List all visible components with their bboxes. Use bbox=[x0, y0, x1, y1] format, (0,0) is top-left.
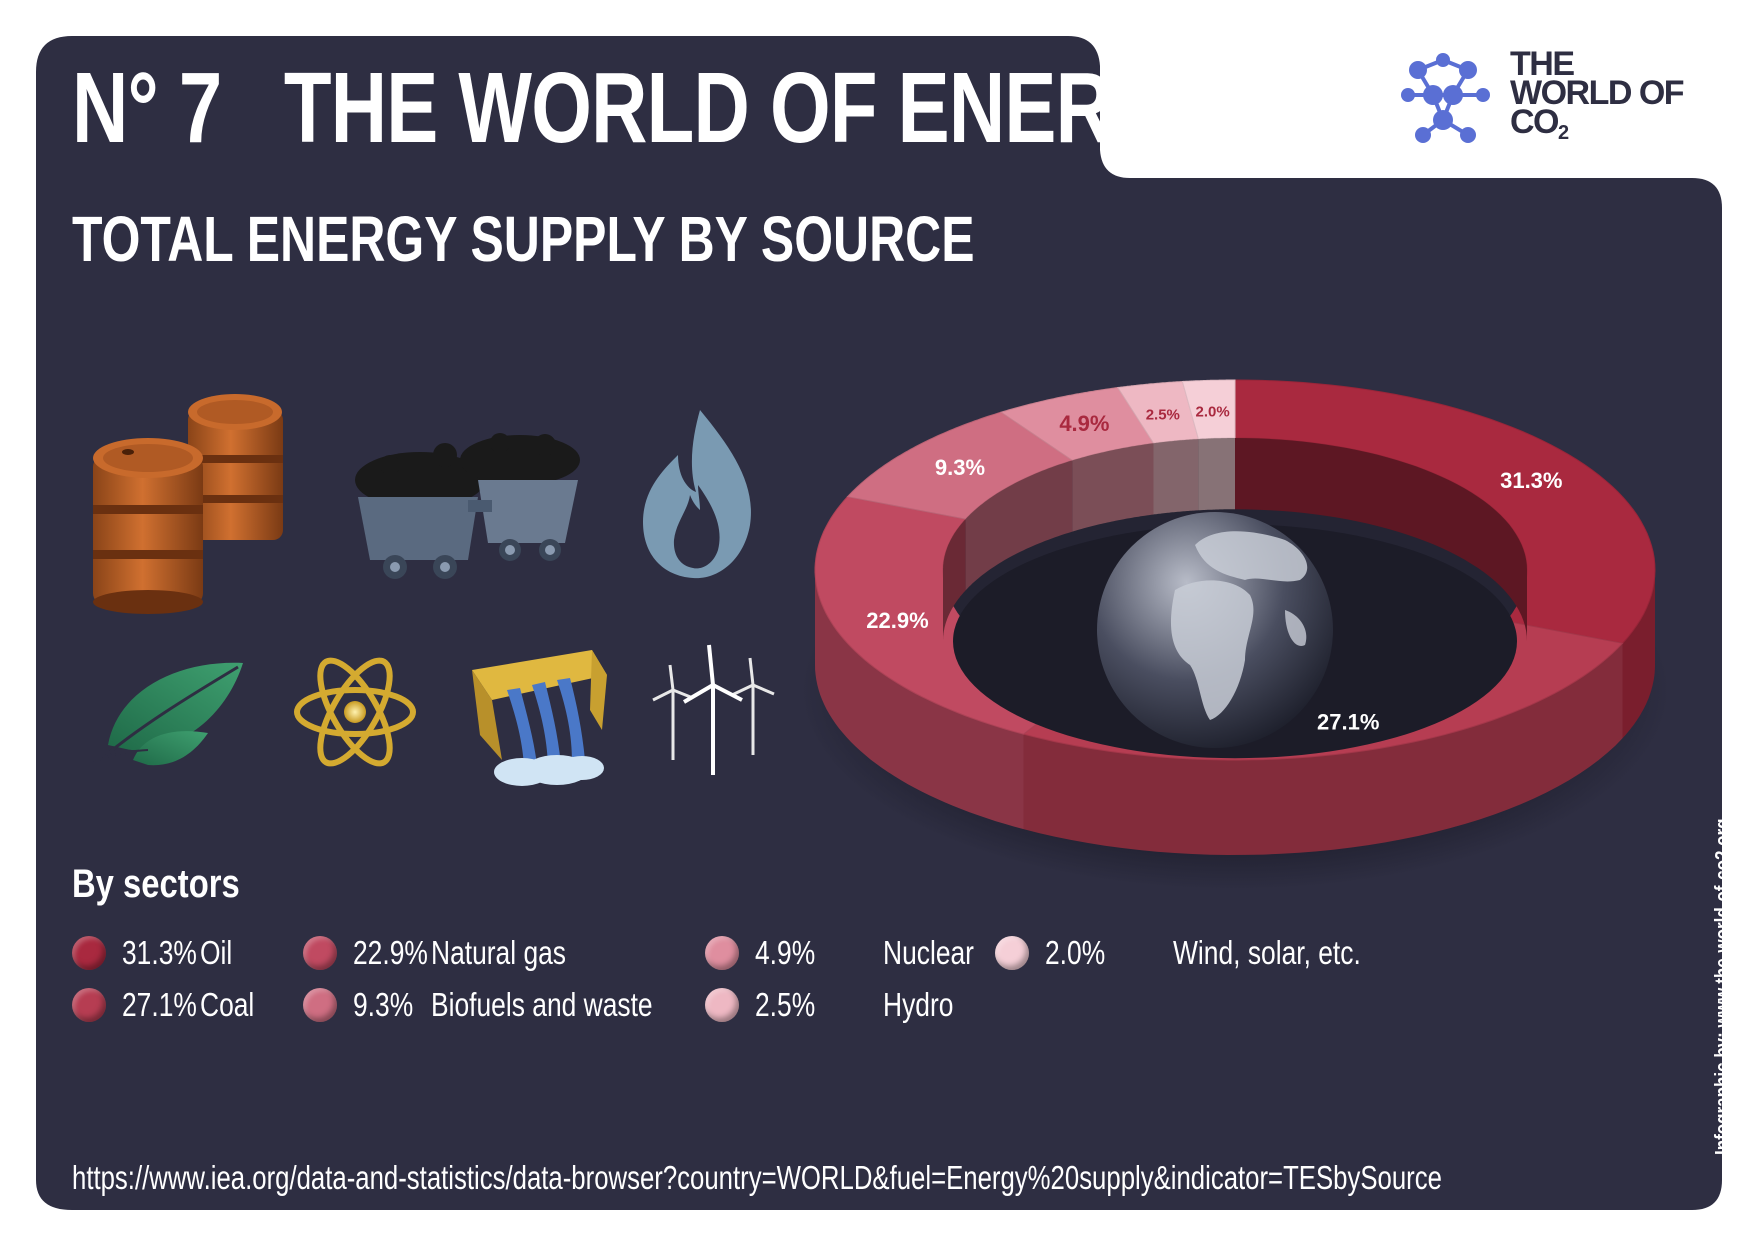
slice-inner-wall bbox=[943, 519, 966, 642]
coal-wagons-icon bbox=[355, 433, 580, 579]
gas-flame-icon bbox=[643, 410, 751, 579]
legend-value: 27.1% bbox=[122, 986, 197, 1023]
legend-value: 4.9% bbox=[755, 934, 816, 971]
legend-title: By sectors bbox=[72, 862, 240, 906]
molecule-icon bbox=[1401, 53, 1490, 143]
data-label: 2.0% bbox=[1195, 403, 1229, 420]
legend-label: Nuclear bbox=[883, 934, 974, 971]
data-label: 27.1% bbox=[1317, 710, 1379, 735]
legend-swatch bbox=[72, 988, 106, 1022]
legend-label: Oil bbox=[200, 934, 233, 971]
title-text: THE WORLD OF ENERGY bbox=[283, 52, 1223, 164]
issue-number: N° 7 bbox=[72, 52, 222, 164]
source-url[interactable]: https://www.iea.org/data-and-statistics/… bbox=[72, 1159, 1442, 1196]
atom-icon bbox=[294, 657, 416, 767]
legend-swatch bbox=[303, 988, 337, 1022]
legend-label: Natural gas bbox=[431, 934, 567, 971]
slice-outer-wall bbox=[815, 570, 1024, 830]
legend-swatch bbox=[72, 936, 106, 970]
slice-inner-wall bbox=[1235, 438, 1527, 642]
data-label: 9.3% bbox=[935, 455, 985, 480]
wind-turbines-icon bbox=[652, 644, 775, 775]
slice-inner-wall bbox=[1153, 439, 1199, 515]
donut-chart-svg: 31.3% 27.1% 22.9% 9.3% 4.9% 2.5% 2.0% bbox=[800, 379, 1670, 890]
donut-chart: 31.3% 27.1% 22.9% 9.3% 4.9% 2.5% 2.0% bbox=[790, 370, 1690, 890]
legend-label: Coal bbox=[200, 986, 255, 1023]
data-label: 22.9% bbox=[866, 608, 928, 633]
legend-swatch bbox=[705, 988, 739, 1022]
legend-value: 2.5% bbox=[755, 986, 816, 1023]
legend-value: 9.3% bbox=[353, 986, 414, 1023]
legend-label: Hydro bbox=[883, 986, 954, 1023]
data-label: 4.9% bbox=[1059, 411, 1109, 436]
credit-text: Infographic by: www.the-world-of-co2.org bbox=[1712, 818, 1734, 1155]
legend-swatch bbox=[303, 936, 337, 970]
globe-icon bbox=[1097, 512, 1333, 748]
slice-outer-wall bbox=[1023, 643, 1623, 855]
brand-wordmark: THE WORLD OF CO2 bbox=[1510, 45, 1685, 144]
legend-label: Wind, solar, etc. bbox=[1173, 934, 1361, 971]
legend-swatch bbox=[995, 936, 1029, 970]
page-title: N° 7 THE WORLD OF ENERGY bbox=[72, 58, 1223, 158]
brand-logo: THE WORLD OF CO2 bbox=[1398, 47, 1685, 160]
slice-inner-wall bbox=[965, 460, 1073, 591]
slice-outer-wall bbox=[1622, 570, 1655, 739]
legend-value: 22.9% bbox=[353, 934, 428, 971]
data-label: 2.5% bbox=[1146, 406, 1180, 423]
slice-inner-wall bbox=[1072, 443, 1154, 532]
hydro-dam-icon bbox=[472, 650, 607, 786]
legend-label: Biofuels and waste bbox=[431, 986, 653, 1023]
oil-barrels-icon bbox=[93, 394, 283, 614]
leaf-icon bbox=[92, 662, 243, 766]
chart-subtitle: TOTAL ENERGY SUPPLY BY SOURCE bbox=[72, 203, 975, 275]
data-label: 31.3% bbox=[1500, 468, 1562, 493]
legend-value: 2.0% bbox=[1045, 934, 1106, 971]
legend-value: 31.3% bbox=[122, 934, 197, 971]
slice-inner-wall bbox=[1198, 438, 1235, 511]
legend-swatch bbox=[705, 936, 739, 970]
